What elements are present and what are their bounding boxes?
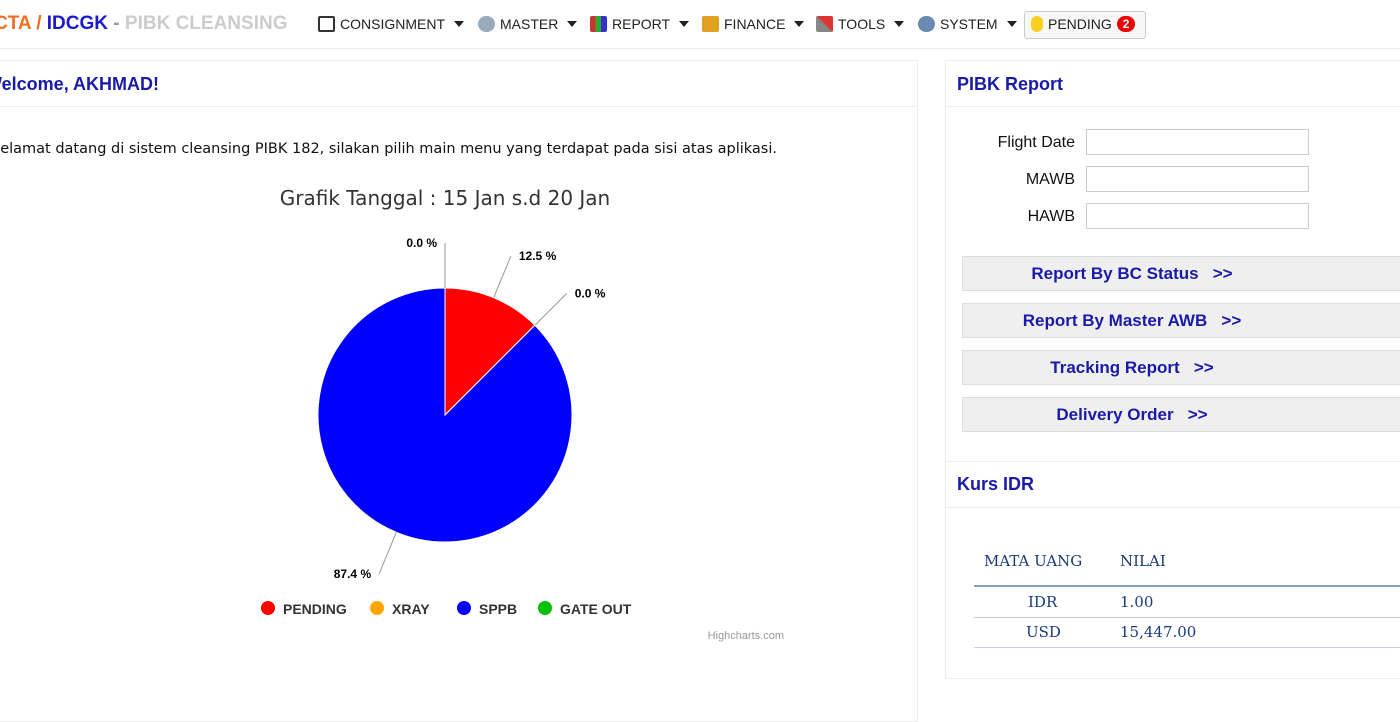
connector: [493, 255, 512, 298]
kurs-title: Kurs IDR: [957, 474, 1035, 494]
caret: [567, 21, 578, 27]
pie-slice: [444, 287, 536, 417]
data-label: 0.0 %: [575, 286, 606, 300]
navbar: [0, 0, 1400, 49]
icon: [478, 16, 495, 32]
menu-item[interactable]: CONSIGNMENT: [318, 16, 464, 32]
brand-part: PIBK CLEANSING: [124, 13, 288, 34]
report-title: PIBK Report: [957, 74, 1064, 94]
menu-label: REPORT: [612, 16, 671, 32]
connector: [534, 293, 568, 326]
caret: [894, 21, 905, 27]
welcome-text: Selamat datang di sistem cleansing PIBK …: [0, 141, 777, 157]
divider: [0, 106, 916, 107]
menu-item[interactable]: MASTER: [478, 16, 578, 32]
caret: [794, 21, 805, 27]
pie-chart: Grafik Tanggal : 15 Jan s.d 20 Jan Highc…: [261, 186, 784, 642]
report-button[interactable]: Delivery Order >>: [962, 397, 1400, 432]
icon: [318, 16, 335, 32]
menu-label: FINANCE: [724, 16, 786, 32]
divider: [945, 106, 1400, 107]
brand-part: -: [113, 13, 120, 34]
icon: [702, 16, 719, 32]
report-button[interactable]: Report By Master AWB >>: [962, 303, 1400, 338]
brand-part: CTA: [0, 13, 31, 34]
table-cell: USD: [1026, 623, 1061, 641]
kurs-panel: [945, 461, 1400, 679]
report-button[interactable]: Tracking Report >>: [962, 350, 1400, 385]
report-button[interactable]: Report By BC Status >>: [962, 256, 1400, 291]
legend-symbol: [370, 601, 384, 615]
menu-label: TOOLS: [838, 16, 886, 32]
table-header: MATA UANG: [984, 552, 1083, 570]
icon: [918, 16, 935, 32]
icon: [590, 16, 607, 32]
legend-label: SPPB: [479, 601, 517, 617]
pending-badge: 2: [1116, 16, 1136, 32]
table-cell: IDR: [1028, 593, 1058, 611]
brand[interactable]: CTA / IDCGK - PIBK CLEANSING: [0, 13, 287, 35]
menu-label: SYSTEM: [940, 16, 998, 32]
connector: [378, 532, 397, 575]
field-label: MAWB: [1025, 171, 1075, 188]
menu-label: CONSIGNMENT: [340, 16, 445, 32]
brand-part: IDCGK: [46, 13, 109, 34]
menu-item[interactable]: FINANCE: [702, 16, 805, 32]
data-label: 0.0 %: [406, 236, 437, 250]
legend-symbol: [261, 601, 275, 615]
menu-item[interactable]: TOOLS: [816, 16, 905, 32]
legend-symbol: [457, 601, 471, 615]
legend-symbol: [538, 601, 552, 615]
data-label: 12.5 %: [519, 249, 557, 263]
table-cell: 1.00: [1120, 593, 1154, 611]
field-label: Flight Date: [997, 134, 1075, 151]
input[interactable]: [1086, 203, 1309, 229]
menu-item[interactable]: SYSTEM: [918, 16, 1017, 32]
chart-title: Grafik Tanggal : 15 Jan s.d 20 Jan: [280, 186, 610, 210]
legend-label: PENDING: [283, 601, 347, 617]
caret: [454, 21, 464, 27]
table-rule: [974, 585, 1400, 587]
icon: [1031, 16, 1043, 32]
welcome-title: Welcome, AKHMAD!: [0, 74, 160, 94]
icon: [816, 16, 833, 32]
table-cell: 15,447.00: [1120, 623, 1197, 641]
table-header: NILAI: [1120, 552, 1166, 570]
menu-label: MASTER: [500, 16, 559, 32]
pending-label: PENDING: [1048, 16, 1112, 32]
legend-label: GATE OUT: [560, 601, 632, 617]
input[interactable]: [1086, 129, 1309, 155]
legend-label: XRAY: [392, 601, 430, 617]
input[interactable]: [1086, 166, 1309, 192]
caret: [1006, 21, 1017, 27]
data-label: 87.4 %: [334, 567, 372, 581]
caret: [679, 21, 690, 27]
table-rule: [974, 617, 1400, 618]
pending-content: PENDING 2: [1031, 16, 1136, 32]
menu-item[interactable]: REPORT: [590, 16, 690, 32]
credits: Highcharts.com: [708, 630, 784, 642]
field-label: HAWB: [1027, 208, 1075, 225]
brand-part: /: [36, 13, 42, 34]
divider: [945, 507, 1400, 508]
table-rule: [974, 647, 1400, 648]
